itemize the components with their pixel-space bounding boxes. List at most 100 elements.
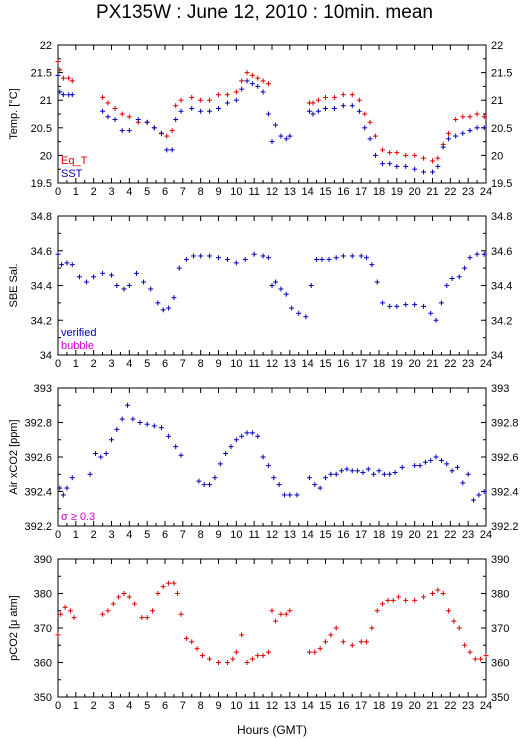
data-point bbox=[438, 300, 444, 306]
data-point bbox=[260, 653, 266, 659]
y-tick-label: 34.2 bbox=[31, 315, 52, 327]
data-point bbox=[260, 454, 266, 460]
data-point bbox=[294, 492, 300, 498]
data-point bbox=[239, 78, 245, 84]
x-tick-label: 18 bbox=[373, 529, 385, 541]
data-point bbox=[331, 94, 337, 100]
data-point bbox=[112, 117, 118, 123]
data-point bbox=[449, 468, 455, 474]
data-point bbox=[109, 437, 114, 443]
data-point bbox=[281, 492, 287, 498]
y-tick-label-right: 392.8 bbox=[491, 418, 519, 430]
x-tick-label: 13 bbox=[284, 186, 296, 198]
data-point bbox=[367, 119, 373, 125]
data-point bbox=[244, 70, 250, 76]
data-point bbox=[333, 625, 339, 631]
x-tick-label: 2 bbox=[91, 529, 97, 541]
data-point bbox=[119, 416, 125, 422]
data-point bbox=[462, 642, 468, 648]
x-tick-label: 16 bbox=[337, 529, 349, 541]
panel-3: 0 1 2 3 4 5 6 7 8 9 10 11 12 13 14 15 16 17 18 19 20 21 22 23 24… bbox=[8, 383, 519, 541]
data-point bbox=[112, 105, 118, 111]
x-tick-label: 23 bbox=[462, 358, 474, 370]
data-point bbox=[207, 656, 213, 662]
data-point bbox=[60, 92, 66, 98]
data-point bbox=[456, 274, 462, 280]
data-point bbox=[110, 601, 116, 607]
y-tick-label: 350 bbox=[34, 692, 52, 704]
x-tick-label: 22 bbox=[444, 186, 456, 198]
data-point bbox=[317, 646, 323, 652]
data-point bbox=[178, 108, 184, 114]
x-tick-label: 7 bbox=[180, 700, 186, 712]
y-tick-label-right: 392.6 bbox=[491, 452, 519, 464]
x-axis-label: Hours (GMT) bbox=[237, 723, 307, 737]
legend-label: Eq_T bbox=[61, 155, 88, 167]
data-point bbox=[169, 147, 175, 153]
data-point bbox=[207, 482, 213, 488]
series-1 bbox=[57, 402, 487, 503]
x-tick-label: 18 bbox=[373, 700, 385, 712]
data-point bbox=[412, 463, 418, 469]
data-point bbox=[421, 169, 427, 175]
data-point bbox=[139, 615, 145, 621]
data-point bbox=[349, 92, 355, 98]
data-point bbox=[349, 642, 355, 648]
data-point bbox=[183, 256, 189, 262]
x-tick-label: 16 bbox=[337, 186, 349, 198]
data-point bbox=[242, 256, 248, 262]
data-point bbox=[201, 482, 207, 488]
x-tick-label: 9 bbox=[215, 700, 221, 712]
data-point bbox=[233, 437, 239, 443]
data-point bbox=[249, 72, 255, 78]
data-point bbox=[421, 155, 427, 161]
data-point bbox=[471, 497, 477, 503]
data-point bbox=[421, 594, 427, 600]
data-point bbox=[212, 475, 218, 481]
data-point bbox=[331, 105, 337, 111]
legend-label: bubble bbox=[61, 340, 94, 352]
data-point bbox=[183, 635, 189, 641]
x-tick-label: 7 bbox=[180, 186, 186, 198]
data-point bbox=[465, 471, 471, 477]
data-point bbox=[60, 75, 66, 81]
y-tick-label: 393 bbox=[34, 383, 52, 395]
y-tick-label-right: 22 bbox=[491, 40, 503, 52]
data-point bbox=[364, 255, 370, 261]
x-tick-label: 12 bbox=[266, 700, 278, 712]
data-point bbox=[481, 251, 487, 257]
data-point bbox=[69, 475, 75, 481]
data-point bbox=[440, 144, 446, 150]
data-point bbox=[306, 108, 312, 114]
data-point bbox=[376, 468, 382, 474]
x-tick-label: 8 bbox=[198, 186, 204, 198]
plot-frame bbox=[57, 387, 487, 527]
data-point bbox=[249, 656, 255, 662]
data-point bbox=[273, 618, 279, 624]
data-point bbox=[367, 136, 373, 142]
data-point bbox=[233, 260, 239, 266]
x-tick-label: 6 bbox=[162, 358, 168, 370]
x-tick-label: 8 bbox=[198, 700, 204, 712]
x-tick-label: 11 bbox=[248, 529, 259, 541]
data-point bbox=[260, 253, 266, 259]
x-tick-label: 10 bbox=[230, 529, 242, 541]
data-point bbox=[380, 161, 386, 167]
data-point bbox=[340, 639, 346, 645]
data-point bbox=[126, 128, 132, 134]
data-point bbox=[433, 317, 439, 323]
data-point bbox=[55, 59, 61, 65]
data-point bbox=[105, 608, 111, 614]
x-tick-label: 12 bbox=[266, 529, 278, 541]
data-point bbox=[349, 468, 355, 474]
data-point bbox=[392, 470, 398, 476]
data-point bbox=[173, 444, 179, 450]
data-point bbox=[381, 471, 387, 477]
x-tick-label: 23 bbox=[462, 186, 474, 198]
x-tick-label: 9 bbox=[215, 358, 221, 370]
x-tick-label: 18 bbox=[373, 186, 385, 198]
data-point bbox=[474, 111, 480, 117]
data-point bbox=[260, 89, 266, 95]
data-point bbox=[164, 133, 170, 139]
data-point bbox=[454, 464, 460, 470]
